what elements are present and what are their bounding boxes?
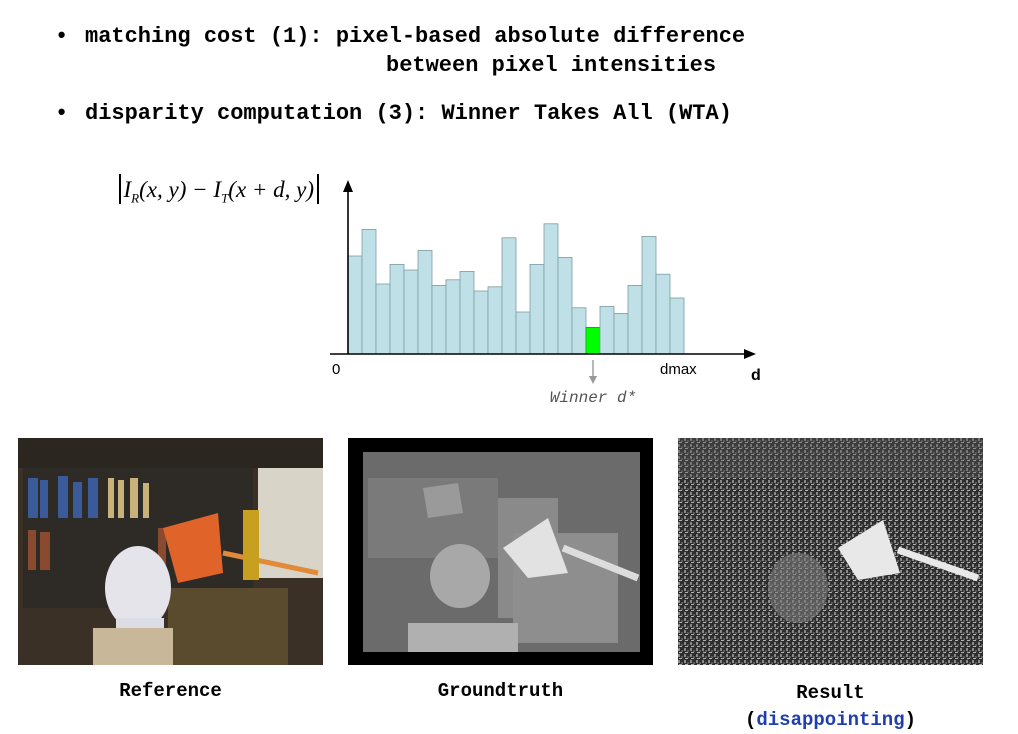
cost-bar (571, 307, 587, 355)
reference-photo-art (18, 438, 323, 665)
bullet-matching-cost: • matching cost (1): pixel-based absolute… (55, 24, 746, 49)
abs-bar-left (119, 174, 121, 204)
cost-bar (347, 255, 363, 355)
cost-bar (375, 283, 391, 355)
cost-bar (613, 312, 629, 355)
result-caption-sub: (disappointing) (744, 709, 917, 731)
cost-bar (543, 223, 559, 355)
cost-bar (459, 271, 475, 355)
cost-formula: IR(x, y) − IT(x + d, y) (116, 174, 322, 207)
reference-caption: Reference (119, 680, 222, 702)
result-caption-disappointing: disappointing (756, 709, 905, 731)
tick-label-zero: 0 (332, 361, 340, 378)
reference-image (18, 438, 323, 665)
winner-bar (585, 326, 601, 355)
cost-bar (487, 286, 503, 355)
cost-bar (515, 311, 531, 355)
bullet-matching-cost-continued: between pixel intensities (386, 53, 717, 78)
cost-bar (361, 229, 377, 355)
cost-bar (655, 273, 671, 355)
cost-bar (557, 257, 573, 355)
result-disparity-art (678, 438, 983, 665)
winner-label: Winner d* (550, 389, 636, 407)
cost-bar (403, 269, 419, 355)
tick-label-dmax: dmax (660, 361, 697, 378)
cost-bar (431, 285, 447, 355)
bullet-disparity-computation: • disparity computation (3): Winner Takes… (55, 101, 732, 126)
cost-bar (417, 250, 433, 355)
cost-bar (445, 279, 461, 355)
result-image (678, 438, 983, 665)
result-caption-title: Result (796, 682, 865, 704)
cost-bar (641, 236, 657, 355)
cost-bar (473, 290, 489, 355)
groundtruth-depth-art (348, 438, 653, 665)
groundtruth-image (348, 438, 653, 665)
cost-bar (599, 305, 615, 355)
cost-bar (529, 264, 545, 355)
y-axis-arrow (343, 180, 353, 192)
cost-bar (389, 264, 405, 355)
cost-bar (669, 297, 685, 355)
x-axis-label: d (751, 367, 761, 384)
cost-bar-chart: 0 dmax d Winner d* (330, 180, 761, 407)
groundtruth-caption: Groundtruth (437, 680, 564, 702)
x-axis-arrow (744, 349, 756, 359)
winner-arrow-head (589, 376, 597, 384)
result-caption: Result (disappointing) (678, 680, 983, 734)
cost-bar (627, 285, 643, 355)
cost-bar (501, 237, 517, 355)
abs-bar-right (317, 174, 319, 204)
